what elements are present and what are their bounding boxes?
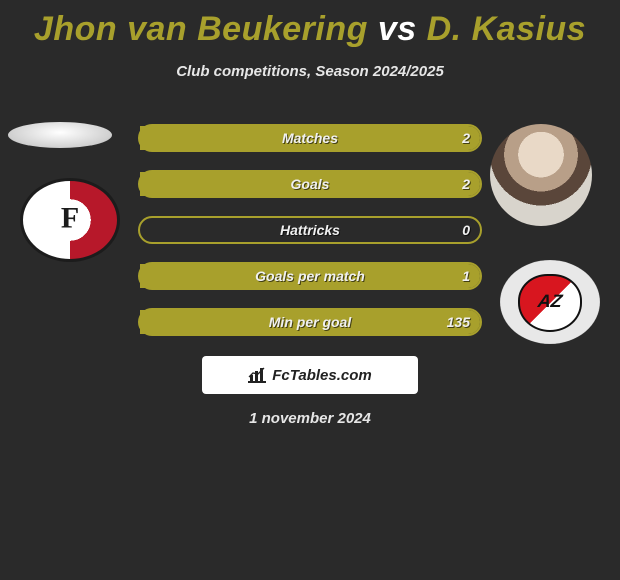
stat-label: Hattricks — [280, 222, 340, 238]
player1-name: Jhon van Beukering — [34, 10, 368, 48]
stat-bar: Goals 2 — [138, 170, 482, 198]
stat-bar: Min per goal 135 — [138, 308, 482, 336]
subtitle: Club competitions, Season 2024/2025 — [0, 63, 620, 80]
stat-bar: Matches 2 — [138, 124, 482, 152]
stat-label: Goals per match — [255, 268, 365, 284]
player2-club-badge — [500, 260, 600, 344]
stat-value-right: 2 — [462, 176, 470, 192]
stat-value-right: 0 — [462, 222, 470, 238]
player2-photo — [490, 124, 592, 226]
stat-bar: Goals per match 1 — [138, 262, 482, 290]
stat-label: Goals — [291, 176, 330, 192]
brand-text: FcTables.com — [272, 367, 371, 384]
stats-bars: Matches 2 Goals 2 Hattricks 0 Goals per … — [138, 124, 482, 354]
stat-value-right: 1 — [462, 268, 470, 284]
stat-bar: Hattricks 0 — [138, 216, 482, 244]
player1-club-badge — [20, 178, 120, 262]
stat-label: Matches — [282, 130, 338, 146]
stat-label: Min per goal — [269, 314, 351, 330]
comparison-title: Jhon van Beukering vs D. Kasius — [0, 0, 620, 49]
brand-attribution: FcTables.com — [202, 356, 418, 394]
bar-chart-icon — [248, 367, 266, 383]
player2-name: D. Kasius — [427, 10, 586, 48]
stat-value-right: 2 — [462, 130, 470, 146]
stat-value-right: 135 — [447, 314, 470, 330]
snapshot-date: 1 november 2024 — [249, 410, 371, 427]
player1-photo — [8, 122, 112, 148]
vs-separator: vs — [378, 10, 417, 48]
